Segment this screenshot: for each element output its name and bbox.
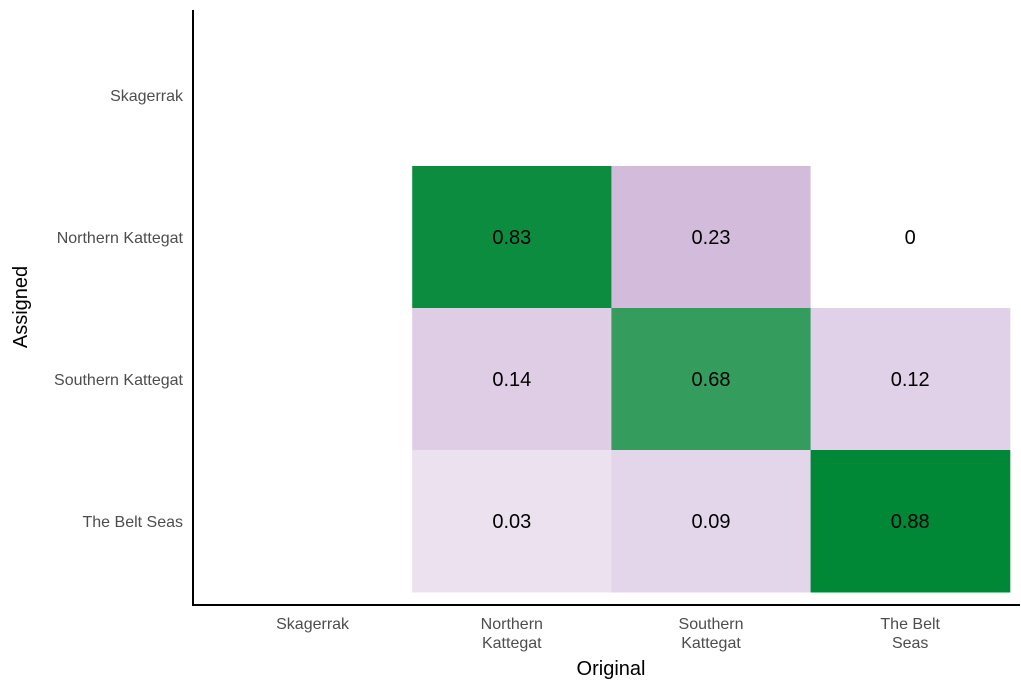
heatmap-cell-southern-kattegat-the-belt-seas: [810, 308, 1011, 451]
x-tick-label-line: Seas: [892, 635, 928, 652]
x-tick-label-line: Kattegat: [482, 635, 542, 652]
x-tick-label: Southern Kattegat: [679, 616, 744, 652]
heatmap-cell-the-belt-seas-southern-kattegat: [611, 450, 812, 593]
cell-value-label: 0.09: [692, 511, 731, 533]
x-tick-label-line: Skagerrak: [276, 616, 350, 633]
x-tick-label-line: Northern: [481, 616, 543, 633]
x-tick-labels: Skagerrak Northern Kattegat Southern Kattega…: [276, 616, 940, 652]
heatmap-cell-southern-kattegat-southern-kattegat: [611, 308, 812, 451]
y-tick-label: Skagerrak: [110, 88, 184, 105]
y-axis-title: Assigned: [10, 266, 32, 348]
y-tick-labels: Skagerrak Northern Kattegat Southern Katte…: [54, 88, 184, 531]
y-tick-label: Southern Kattegat: [54, 372, 184, 389]
x-tick-label-line: Kattegat: [681, 635, 741, 652]
cell-value-label: 0: [905, 227, 916, 249]
heatmap-cell-northern-kattegat-northern-kattegat: [412, 166, 612, 309]
y-tick-label: Northern Kattegat: [57, 230, 184, 247]
cell-value-label: 0.68: [692, 369, 731, 391]
cell-value-label: 0.23: [692, 227, 731, 249]
x-tick-label-line: The Belt: [880, 616, 940, 633]
x-tick-label: Northern Kattegat: [481, 616, 543, 652]
y-tick-label: The Belt Seas: [83, 514, 184, 531]
cell-value-label: 0.83: [492, 227, 531, 249]
heatmap-cell-northern-kattegat-the-belt-seas: [810, 166, 1011, 309]
x-tick-label-line: Southern: [679, 616, 744, 633]
heatmap-cell-northern-kattegat-southern-kattegat: [611, 166, 812, 309]
cell-value-label: 0.03: [492, 511, 531, 533]
heatmap-cell-southern-kattegat-northern-kattegat: [412, 308, 612, 451]
x-axis-title: Original: [577, 658, 646, 680]
cell-value-label: 0.12: [891, 369, 930, 391]
heatmap-cell-the-belt-seas-the-belt-seas: [810, 450, 1011, 593]
heatmap-cells: [412, 166, 1011, 593]
heatmap-cell-the-belt-seas-northern-kattegat: [412, 450, 612, 593]
x-tick-label: The Belt Seas: [880, 616, 940, 652]
cell-value-label: 0.88: [891, 511, 930, 533]
x-tick-label: Skagerrak: [276, 616, 350, 633]
heatmap-cell-labels: 0.83 0.23 0 0.14 0.68 0.12 0.03 0.09 0.88: [492, 227, 929, 533]
cell-value-label: 0.14: [492, 369, 531, 391]
